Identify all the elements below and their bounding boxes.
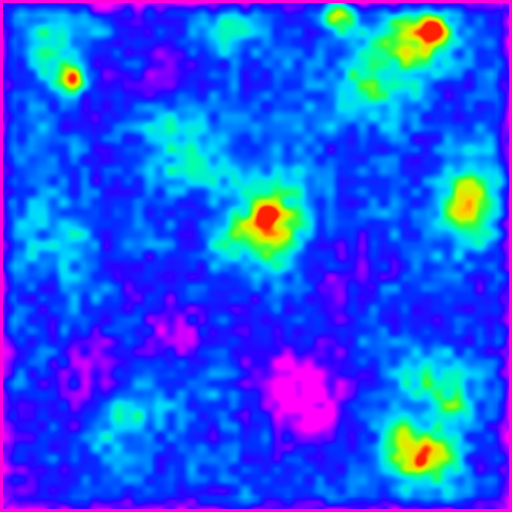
heatmap-image [0, 0, 512, 512]
